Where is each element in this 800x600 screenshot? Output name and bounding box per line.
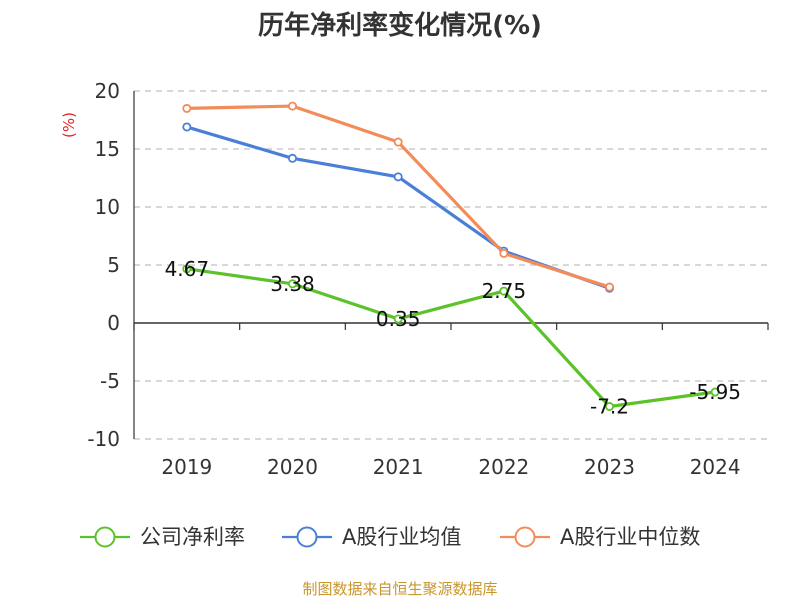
x-axis: 2019 2020 2021 2022 2023 2024 (133, 322, 769, 479)
data-point (287, 153, 297, 163)
y-axis-label: (%) (60, 112, 78, 138)
source-note: 制图数据来自恒生聚源数据库 (302, 580, 497, 598)
data-label: -7.2 (590, 395, 629, 419)
data-point (287, 279, 297, 289)
y-tick-label: 20 (95, 79, 120, 103)
series-lines (182, 101, 720, 412)
y-tick-label: -10 (87, 427, 120, 451)
data-point (287, 101, 297, 111)
data-point (605, 402, 615, 412)
data-label: 0.35 (376, 307, 421, 331)
data-labels: 4.67 3.38 0.35 2.75 -7.2 -5.95 (165, 257, 741, 419)
x-tick-label: 2023 (584, 455, 635, 479)
legend-label: 公司净利率 (140, 525, 245, 549)
data-label: 2.75 (482, 279, 527, 303)
y-tick-label: 10 (95, 195, 120, 219)
data-point (605, 282, 615, 292)
legend-marker (94, 526, 116, 548)
legend-label: A股行业均值 (342, 525, 461, 549)
legend[interactable]: 公司净利率 A股行业均值 A股行业中位数 (80, 525, 700, 549)
data-point (393, 172, 403, 182)
legend-marker (514, 526, 536, 548)
y-tick-label: 5 (107, 253, 120, 277)
series-line-2 (185, 104, 612, 289)
x-tick-label: 2021 (373, 455, 424, 479)
legend-marker (296, 526, 318, 548)
x-tick-label: 2019 (161, 455, 212, 479)
y-tick-label: -5 (100, 369, 120, 393)
series-line-0 (185, 267, 717, 409)
data-point (499, 286, 509, 296)
data-label: 3.38 (270, 272, 315, 296)
x-tick-label: 2020 (267, 455, 318, 479)
data-label: -5.95 (689, 380, 741, 404)
legend-item-2[interactable]: A股行业中位数 (500, 525, 700, 549)
data-point (182, 122, 192, 132)
data-point (710, 387, 720, 397)
y-axis-ticks: 20 15 10 5 0 -5 -10 (87, 79, 120, 451)
x-tick-label: 2022 (478, 455, 529, 479)
legend-item-0[interactable]: 公司净利率 (80, 525, 245, 549)
legend-label: A股行业中位数 (560, 525, 700, 549)
y-tick-label: 0 (107, 311, 120, 335)
chart-title: 历年净利率变化情况(%) (258, 10, 542, 41)
data-point (182, 103, 192, 113)
data-point (393, 314, 403, 324)
legend-item-1[interactable]: A股行业均值 (282, 525, 461, 549)
gridlines (133, 90, 768, 440)
y-tick-label: 15 (95, 137, 120, 161)
x-tick-label: 2024 (690, 455, 741, 479)
data-label: 4.67 (165, 257, 210, 281)
data-point (499, 248, 509, 258)
data-point (182, 264, 192, 274)
data-point (393, 137, 403, 147)
